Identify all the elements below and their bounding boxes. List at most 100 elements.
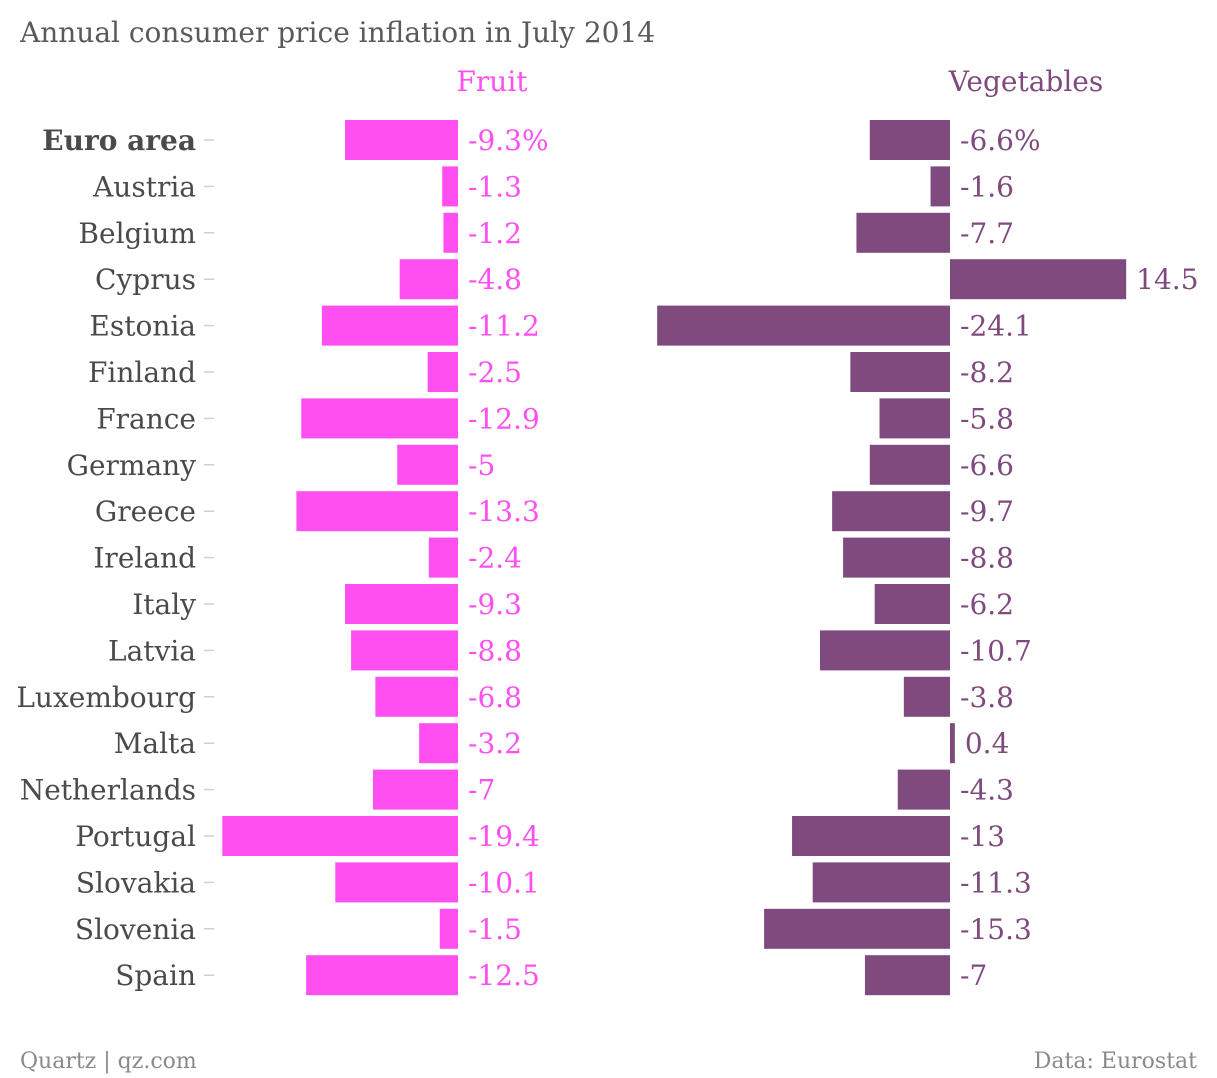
data-label: -5	[468, 449, 495, 482]
data-label: -10.1	[468, 866, 540, 899]
data-label: -4.8	[468, 263, 522, 296]
bar	[864, 955, 950, 996]
bar	[843, 537, 950, 578]
data-label: -1.2	[468, 217, 522, 250]
category-label: Germany	[67, 449, 197, 482]
bar	[351, 630, 458, 671]
bar	[869, 444, 950, 485]
bar	[345, 584, 458, 624]
bar	[296, 491, 458, 532]
data-label: -24.1	[960, 310, 1032, 343]
data-label: -12.5	[468, 959, 540, 992]
bar	[428, 537, 458, 578]
category-label: Italy	[132, 588, 196, 621]
bar	[819, 630, 950, 671]
data-label: -6.6	[960, 449, 1014, 482]
data-label: -1.5	[468, 913, 522, 946]
series-vegetables: Vegetables -6.6% -1.6 -7.7 14.5 -24.1 -8.2 -5.8…	[657, 65, 1199, 996]
chart-title: Annual consumer price inflation in July …	[19, 16, 655, 49]
category-label: Estonia	[89, 310, 196, 343]
data-label: -7	[960, 959, 987, 992]
bar	[874, 584, 950, 624]
bar	[345, 120, 458, 160]
data-label: -6.8	[468, 681, 522, 714]
bar	[812, 862, 950, 903]
series-panels: Fruit -9.3% -1.3 -1.2 -4.8 -11.2 -2.5 -12.9 -5 -1…	[222, 65, 1199, 996]
data-label: -1.6	[960, 170, 1014, 203]
bar	[375, 676, 458, 717]
bar	[397, 444, 458, 485]
data-label: -13.3	[468, 495, 540, 528]
bar	[372, 769, 458, 810]
series-title: Vegetables	[948, 65, 1103, 98]
data-label: -2.4	[468, 542, 522, 575]
bar	[950, 259, 1127, 300]
category-label: Spain	[115, 959, 196, 992]
data-label: -2.5	[468, 356, 522, 389]
bar	[950, 723, 955, 764]
data-label: -11.3	[960, 866, 1032, 899]
data-source: Data: Eurostat	[1034, 1049, 1197, 1074]
category-label: Slovakia	[76, 866, 196, 899]
data-label: -3.2	[468, 727, 522, 760]
data-label: -9.7	[960, 495, 1014, 528]
category-label: Cyprus	[95, 263, 196, 296]
data-label: 0.4	[965, 727, 1010, 760]
category-label: Latvia	[108, 634, 196, 667]
data-label: -6.6%	[960, 124, 1041, 157]
series-fruit: Fruit -9.3% -1.3 -1.2 -4.8 -11.2 -2.5 -12.9 -5 -1…	[222, 65, 549, 996]
bar	[419, 723, 458, 764]
bar	[792, 816, 950, 856]
bar	[930, 166, 950, 207]
bar	[427, 352, 458, 392]
bar	[442, 166, 458, 207]
category-label: Luxembourg	[16, 681, 196, 714]
bar	[443, 212, 458, 253]
data-label: -8.2	[960, 356, 1014, 389]
source-credit: Quartz | qz.com	[20, 1049, 197, 1074]
bar	[399, 259, 458, 300]
category-label: Finland	[88, 356, 196, 389]
category-label: Netherlands	[20, 774, 196, 807]
category-labels: Euro area Austria Belgium Cyprus Estonia Finl…	[16, 124, 214, 992]
data-label: -12.9	[468, 402, 540, 435]
bar	[879, 398, 950, 439]
series-title: Fruit	[456, 65, 528, 98]
data-label: -8.8	[960, 542, 1014, 575]
data-label: -7	[468, 774, 495, 807]
category-label: Euro area	[42, 124, 196, 157]
data-label: -7.7	[960, 217, 1014, 250]
category-label: Malta	[114, 727, 196, 760]
data-label: -13	[960, 820, 1005, 853]
data-label: -6.2	[960, 588, 1014, 621]
bar	[903, 676, 950, 717]
bar	[439, 908, 458, 949]
data-label: 14.5	[1136, 263, 1198, 296]
data-label: -11.2	[468, 310, 540, 343]
category-label: Ireland	[93, 542, 196, 575]
category-label: Belgium	[78, 217, 196, 250]
bar	[335, 862, 458, 903]
bar	[897, 769, 950, 810]
bar	[222, 816, 458, 856]
data-label: -10.7	[960, 634, 1032, 667]
category-label: Greece	[95, 495, 196, 528]
data-label: -9.3	[468, 588, 522, 621]
data-label: -4.3	[960, 774, 1014, 807]
bar	[657, 305, 950, 346]
category-label: Portugal	[75, 820, 196, 853]
bar	[306, 955, 458, 996]
bar	[856, 212, 950, 253]
data-label: -1.3	[468, 170, 522, 203]
bar	[321, 305, 458, 346]
category-label: France	[96, 402, 196, 435]
category-label: Austria	[92, 170, 196, 203]
data-label: -8.8	[468, 634, 522, 667]
bar	[301, 398, 458, 439]
data-label: -5.8	[960, 402, 1014, 435]
data-label: -9.3%	[468, 124, 549, 157]
bar	[764, 908, 950, 949]
bar	[832, 491, 950, 532]
bar	[869, 120, 950, 160]
